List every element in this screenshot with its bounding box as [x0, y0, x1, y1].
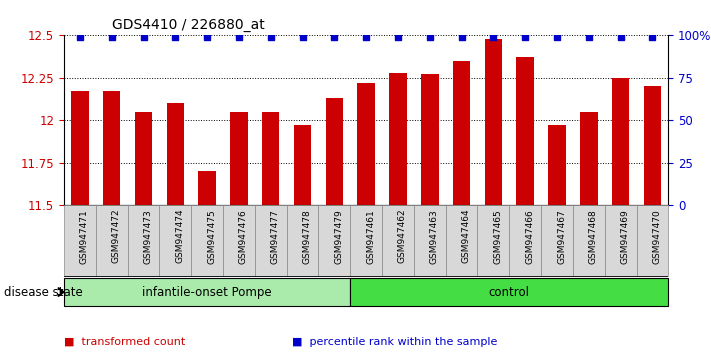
Bar — [351, 205, 382, 276]
Bar — [541, 205, 573, 276]
Text: GSM947463: GSM947463 — [429, 209, 439, 264]
Bar — [421, 74, 439, 205]
Text: GSM947476: GSM947476 — [239, 209, 248, 264]
Bar — [135, 112, 152, 205]
Bar — [159, 205, 191, 276]
Text: control: control — [488, 286, 530, 298]
Bar — [580, 112, 597, 205]
Bar — [64, 278, 351, 306]
Text: GSM947478: GSM947478 — [303, 209, 311, 264]
Text: ■  percentile rank within the sample: ■ percentile rank within the sample — [292, 337, 497, 347]
Bar — [612, 78, 629, 205]
Bar — [103, 91, 120, 205]
Text: GSM947468: GSM947468 — [589, 209, 598, 264]
Text: GSM947466: GSM947466 — [525, 209, 534, 264]
Bar — [326, 98, 343, 205]
Bar — [382, 205, 414, 276]
Bar — [96, 205, 127, 276]
Text: GSM947461: GSM947461 — [366, 209, 375, 264]
Bar — [548, 125, 566, 205]
Bar — [294, 125, 311, 205]
Bar — [127, 205, 159, 276]
Text: GSM947473: GSM947473 — [144, 209, 153, 264]
Bar — [414, 205, 446, 276]
Text: GSM947470: GSM947470 — [653, 209, 661, 264]
Bar — [64, 205, 96, 276]
Bar — [287, 205, 319, 276]
Bar — [358, 83, 375, 205]
Bar — [351, 278, 668, 306]
Bar — [643, 86, 661, 205]
Bar — [71, 91, 89, 205]
Text: ■  transformed count: ■ transformed count — [64, 337, 186, 347]
Bar — [605, 205, 636, 276]
Bar — [485, 39, 502, 205]
Bar — [636, 205, 668, 276]
Text: GDS4410 / 226880_at: GDS4410 / 226880_at — [112, 18, 265, 32]
Text: GSM947464: GSM947464 — [461, 209, 471, 263]
Bar — [446, 205, 478, 276]
Bar — [509, 205, 541, 276]
Text: GSM947462: GSM947462 — [398, 209, 407, 263]
Bar — [389, 73, 407, 205]
Bar — [516, 57, 534, 205]
Bar — [230, 112, 247, 205]
Text: GSM947479: GSM947479 — [334, 209, 343, 264]
Bar — [573, 205, 605, 276]
Bar — [478, 205, 509, 276]
Text: GSM947474: GSM947474 — [176, 209, 184, 263]
Bar — [262, 112, 279, 205]
Bar — [255, 205, 287, 276]
Text: GSM947472: GSM947472 — [112, 209, 121, 263]
Bar — [223, 205, 255, 276]
Bar — [166, 103, 184, 205]
Text: infantile-onset Pompe: infantile-onset Pompe — [142, 286, 272, 298]
Bar — [453, 61, 471, 205]
Text: GSM947467: GSM947467 — [557, 209, 566, 264]
Text: GSM947469: GSM947469 — [621, 209, 630, 264]
Bar — [191, 205, 223, 276]
Bar — [198, 171, 216, 205]
Text: GSM947477: GSM947477 — [271, 209, 279, 264]
Bar — [319, 205, 351, 276]
Text: GSM947475: GSM947475 — [207, 209, 216, 264]
Text: GSM947465: GSM947465 — [493, 209, 503, 264]
Text: GSM947471: GSM947471 — [80, 209, 89, 264]
Text: disease state: disease state — [4, 286, 82, 298]
